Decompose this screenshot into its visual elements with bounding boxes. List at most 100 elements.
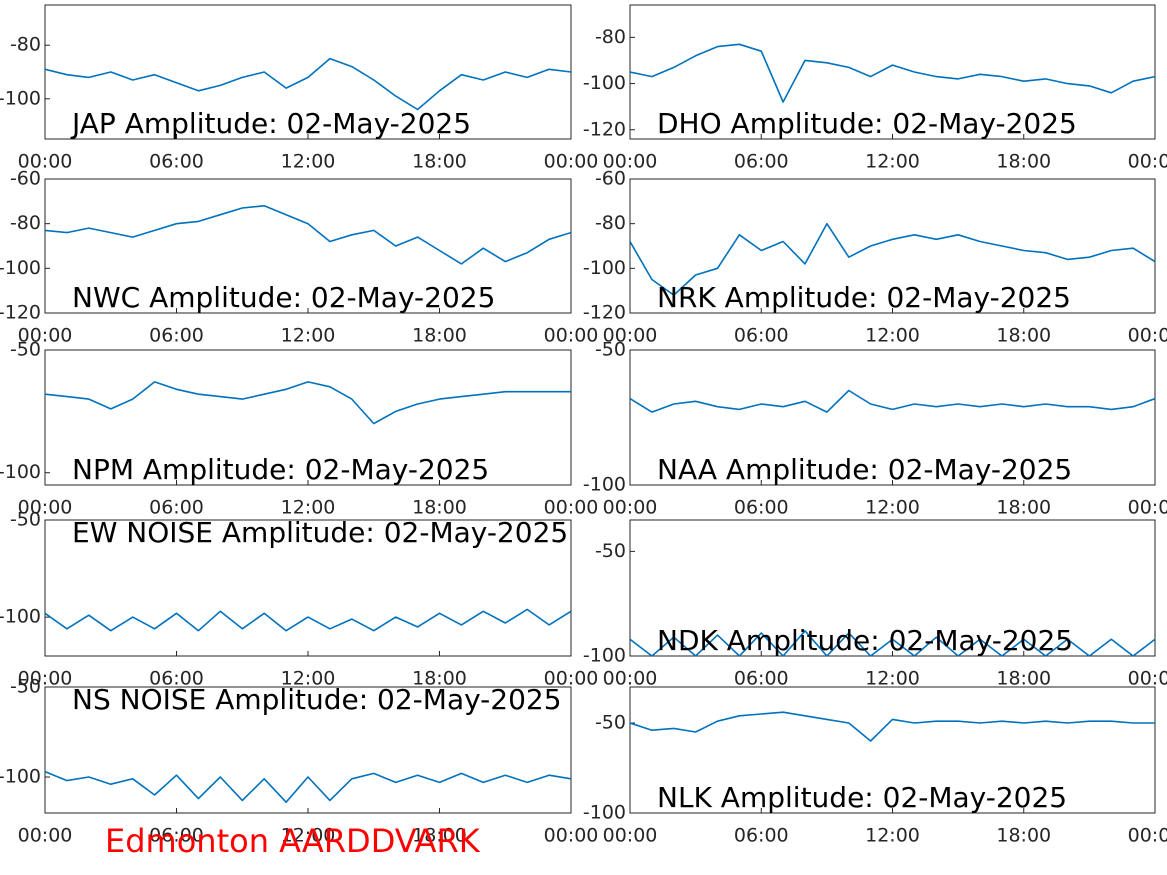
panel-title: NPM Amplitude: 02-May-2025 [72, 453, 489, 486]
panel-title: DHO Amplitude: 02-May-2025 [657, 107, 1077, 140]
y-tick-label: -80 [595, 26, 626, 48]
x-tick-label: 00:00 [1128, 497, 1167, 519]
y-tick-label: -60 [10, 168, 41, 190]
panel-title: NAA Amplitude: 02-May-2025 [657, 453, 1072, 486]
x-tick-label: 00:00 [603, 668, 658, 690]
panel: -100 -80 00:00 06:00 12:00 18:00 00:00 JAP Ampl… [0, 4, 599, 173]
x-tick-label: 18:00 [412, 151, 467, 173]
x-tick-label: 18:00 [996, 497, 1051, 519]
axes-frame [44, 178, 572, 314]
y-tick-label: -100 [0, 606, 41, 628]
x-tick-label: 12:00 [281, 825, 336, 847]
x-tick-label: 18:00 [412, 825, 467, 847]
amplitude-line [630, 43, 1155, 103]
x-tick-label: 18:00 [412, 497, 467, 519]
y-tick-label: -80 [10, 212, 41, 234]
y-tick-label: -120 [0, 302, 41, 324]
x-tick-label: 12:00 [865, 825, 920, 847]
y-tick-label: -100 [583, 474, 626, 496]
panel: -100 -50 00:00 06:00 12:00 18:00 00:00 NDK Ampl… [583, 519, 1167, 690]
x-tick-label: 18:00 [412, 668, 467, 690]
amplitude-line [45, 770, 571, 803]
amplitude-line [45, 381, 571, 425]
y-tick-label: -80 [595, 212, 626, 234]
x-tick-label: 18:00 [996, 151, 1051, 173]
y-tick-label: -50 [595, 339, 626, 361]
panel-title: NDK Amplitude: 02-May-2025 [657, 624, 1073, 657]
x-tick-label: 12:00 [865, 325, 920, 347]
y-tick-label: -100 [0, 461, 41, 483]
x-tick-label: 00:00 [544, 497, 599, 519]
axes-frame [44, 686, 572, 814]
x-tick-label: 18:00 [996, 325, 1051, 347]
x-tick-label: 06:00 [734, 825, 789, 847]
panel: -120 -100 -80 00:00 06:00 12:00 18:00 00:00 DHO … [583, 4, 1167, 173]
x-tick-label: 00:00 [603, 325, 658, 347]
x-tick-label: 06:00 [149, 825, 204, 847]
panel: -100 -50 00:00 06:00 12:00 18:00 00:00 NLK Ampl… [583, 686, 1167, 847]
panel: -100 -50 00:00 06:00 12:00 18:00 00:00 NS NOISE… [0, 676, 598, 847]
x-tick-label: 06:00 [149, 668, 204, 690]
x-tick-label: 00:00 [603, 825, 658, 847]
panel-title: EW NOISE Amplitude: 02-May-2025 [72, 516, 568, 549]
x-tick-label: 06:00 [734, 497, 789, 519]
x-tick-label: 12:00 [281, 668, 336, 690]
amplitude-line [45, 608, 571, 632]
panel-title: JAP Amplitude: 02-May-2025 [70, 107, 471, 140]
x-tick-label: 00:00 [1128, 668, 1167, 690]
x-tick-label: 00:00 [544, 325, 599, 347]
x-tick-label: 00:00 [1128, 325, 1167, 347]
x-tick-label: 06:00 [734, 325, 789, 347]
amplitude-line [630, 222, 1155, 296]
y-tick-label: -50 [595, 540, 626, 562]
axes-frame [629, 178, 1156, 314]
y-tick-label: -100 [583, 257, 626, 279]
panel: -120 -100 -80 -60 00:00 06:00 12:00 18:00 00:00 N… [583, 168, 1167, 347]
x-tick-label: 12:00 [865, 151, 920, 173]
x-tick-label: 12:00 [865, 497, 920, 519]
x-tick-label: 06:00 [734, 668, 789, 690]
x-tick-label: 12:00 [865, 668, 920, 690]
y-tick-label: -50 [10, 339, 41, 361]
panel-title: NLK Amplitude: 02-May-2025 [657, 781, 1067, 814]
x-tick-label: 00:00 [1128, 151, 1167, 173]
y-tick-label: -100 [583, 645, 626, 667]
x-tick-label: 00:00 [18, 825, 73, 847]
x-tick-label: 12:00 [281, 497, 336, 519]
x-tick-label: 00:00 [544, 151, 599, 173]
x-tick-label: 18:00 [996, 668, 1051, 690]
y-tick-label: -50 [10, 676, 41, 698]
amplitude-line [630, 630, 1155, 656]
amplitude-line [45, 57, 571, 111]
amplitude-line [630, 711, 1155, 742]
panel: -100 -50 00:00 06:00 12:00 18:00 00:00 NPM Ampl… [0, 339, 598, 519]
x-tick-label: 00:00 [18, 151, 73, 173]
axes-frame [629, 349, 1156, 486]
y-tick-label: -120 [583, 118, 626, 140]
panel-title: NRK Amplitude: 02-May-2025 [657, 281, 1071, 314]
y-tick-label: -60 [595, 168, 626, 190]
x-tick-label: 06:00 [149, 497, 204, 519]
y-tick-label: -50 [10, 509, 41, 531]
axes-frame [629, 4, 1156, 140]
y-tick-label: -100 [583, 72, 626, 94]
panel: -120 -100 -80 -60 00:00 06:00 12:00 18:00 00:00 N… [0, 168, 598, 347]
y-tick-label: -100 [0, 87, 41, 109]
panel-title: NWC Amplitude: 02-May-2025 [72, 281, 495, 314]
x-tick-label: 12:00 [281, 325, 336, 347]
x-tick-label: 00:00 [544, 825, 599, 847]
axes-frame [629, 519, 1156, 657]
x-tick-label: 00:00 [18, 668, 73, 690]
panel: -100 -50 00:00 06:00 12:00 18:00 00:00 EW NOISE… [0, 509, 598, 690]
x-tick-label: 06:00 [734, 151, 789, 173]
y-tick-label: -50 [595, 712, 626, 734]
x-tick-label: 18:00 [412, 325, 467, 347]
x-tick-label: 12:00 [281, 151, 336, 173]
axes-frame [44, 4, 572, 140]
y-tick-label: -100 [0, 257, 41, 279]
x-tick-label: 06:00 [149, 325, 204, 347]
amplitude-line [630, 389, 1155, 413]
axes-frame [44, 519, 572, 657]
x-tick-label: 00:00 [603, 497, 658, 519]
